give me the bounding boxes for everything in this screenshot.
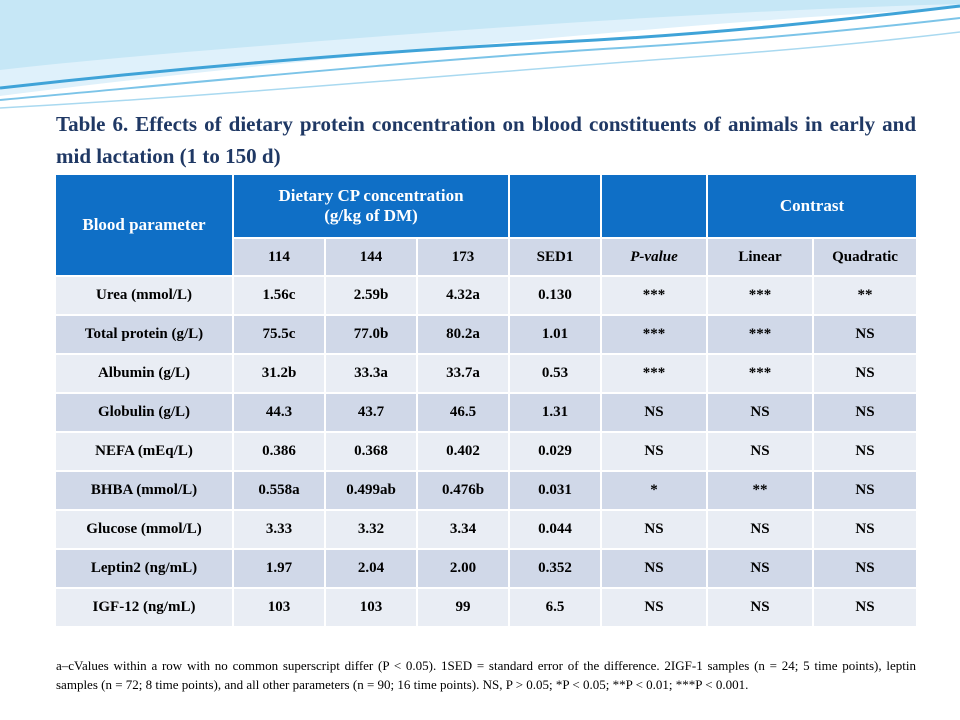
header-blank-2 bbox=[600, 173, 708, 239]
cell-quadratic: NS bbox=[812, 548, 918, 589]
header-dietary-cp: Dietary CP concentration (g/kg of DM) bbox=[232, 173, 510, 239]
cell-linear: NS bbox=[706, 587, 814, 628]
cell-linear: *** bbox=[706, 353, 814, 394]
row-parameter: Glucose (mmol/L) bbox=[54, 509, 234, 550]
cell-114: 31.2b bbox=[232, 353, 326, 394]
header-blood-parameter: Blood parameter bbox=[54, 173, 234, 277]
cell-quadratic: ** bbox=[812, 275, 918, 316]
cell-173: 0.402 bbox=[416, 431, 510, 472]
table-row: Urea (mmol/L) 1.56c 2.59b 4.32a 0.130 **… bbox=[54, 275, 918, 316]
table-row: Leptin2 (ng/mL) 1.97 2.04 2.00 0.352 NS … bbox=[54, 548, 918, 589]
cell-quadratic: NS bbox=[812, 587, 918, 628]
cell-p-value: * bbox=[600, 470, 708, 511]
cell-linear: NS bbox=[706, 509, 814, 550]
row-parameter: Leptin2 (ng/mL) bbox=[54, 548, 234, 589]
cell-quadratic: NS bbox=[812, 314, 918, 355]
cell-144: 3.32 bbox=[324, 509, 418, 550]
row-parameter: IGF-12 (ng/mL) bbox=[54, 587, 234, 628]
cell-sed: 0.53 bbox=[508, 353, 602, 394]
cell-173: 33.7a bbox=[416, 353, 510, 394]
cell-114: 1.56c bbox=[232, 275, 326, 316]
cell-sed: 1.01 bbox=[508, 314, 602, 355]
header-dietary-cp-line1: Dietary CP concentration bbox=[278, 186, 464, 205]
cell-sed: 1.31 bbox=[508, 392, 602, 433]
table-row: Total protein (g/L) 75.5c 77.0b 80.2a 1.… bbox=[54, 314, 918, 355]
table-row: BHBA (mmol/L) 0.558a 0.499ab 0.476b 0.03… bbox=[54, 470, 918, 511]
cell-114: 3.33 bbox=[232, 509, 326, 550]
cell-173: 99 bbox=[416, 587, 510, 628]
table-footnote: a–cValues within a row with no common su… bbox=[56, 658, 916, 692]
cell-173: 46.5 bbox=[416, 392, 510, 433]
cell-144: 0.499ab bbox=[324, 470, 418, 511]
cell-144: 2.04 bbox=[324, 548, 418, 589]
subheader-sed: SED1 bbox=[508, 237, 602, 277]
cell-linear: NS bbox=[706, 548, 814, 589]
cell-p-value: NS bbox=[600, 509, 708, 550]
table-row: Albumin (g/L) 31.2b 33.3a 33.7a 0.53 ***… bbox=[54, 353, 918, 394]
cell-p-value: *** bbox=[600, 275, 708, 316]
cell-sed: 0.130 bbox=[508, 275, 602, 316]
cell-114: 44.3 bbox=[232, 392, 326, 433]
cell-144: 43.7 bbox=[324, 392, 418, 433]
cell-sed: 0.352 bbox=[508, 548, 602, 589]
cell-linear: *** bbox=[706, 275, 814, 316]
slide-title: Table 6. Effects of dietary protein conc… bbox=[56, 112, 916, 168]
cell-linear: ** bbox=[706, 470, 814, 511]
cell-linear: NS bbox=[706, 431, 814, 472]
cell-p-value: NS bbox=[600, 548, 708, 589]
cell-sed: 0.031 bbox=[508, 470, 602, 511]
row-parameter: Urea (mmol/L) bbox=[54, 275, 234, 316]
table-row: Glucose (mmol/L) 3.33 3.32 3.34 0.044 NS… bbox=[54, 509, 918, 550]
table-row: Globulin (g/L) 44.3 43.7 46.5 1.31 NS NS… bbox=[54, 392, 918, 433]
decorative-wave-banner bbox=[0, 0, 960, 109]
cell-p-value: NS bbox=[600, 392, 708, 433]
row-parameter: NEFA (mEq/L) bbox=[54, 431, 234, 472]
row-parameter: BHBA (mmol/L) bbox=[54, 470, 234, 511]
cell-144: 103 bbox=[324, 587, 418, 628]
cell-114: 75.5c bbox=[232, 314, 326, 355]
subheader-173: 173 bbox=[416, 237, 510, 277]
cell-144: 0.368 bbox=[324, 431, 418, 472]
cell-quadratic: NS bbox=[812, 431, 918, 472]
subheader-linear: Linear bbox=[706, 237, 814, 277]
cell-linear: NS bbox=[706, 392, 814, 433]
cell-quadratic: NS bbox=[812, 470, 918, 511]
cell-173: 0.476b bbox=[416, 470, 510, 511]
cell-144: 77.0b bbox=[324, 314, 418, 355]
cell-p-value: NS bbox=[600, 587, 708, 628]
cell-144: 2.59b bbox=[324, 275, 418, 316]
cell-sed: 0.029 bbox=[508, 431, 602, 472]
cell-p-value: NS bbox=[600, 431, 708, 472]
cell-114: 0.558a bbox=[232, 470, 326, 511]
blood-constituents-table: Blood parameter Dietary CP concentration… bbox=[54, 173, 918, 628]
cell-quadratic: NS bbox=[812, 353, 918, 394]
cell-sed: 0.044 bbox=[508, 509, 602, 550]
cell-144: 33.3a bbox=[324, 353, 418, 394]
cell-114: 103 bbox=[232, 587, 326, 628]
row-parameter: Total protein (g/L) bbox=[54, 314, 234, 355]
cell-sed: 6.5 bbox=[508, 587, 602, 628]
cell-p-value: *** bbox=[600, 314, 708, 355]
cell-173: 2.00 bbox=[416, 548, 510, 589]
table-row: IGF-12 (ng/mL) 103 103 99 6.5 NS NS NS bbox=[54, 587, 918, 628]
cell-114: 0.386 bbox=[232, 431, 326, 472]
cell-quadratic: NS bbox=[812, 509, 918, 550]
table-row: NEFA (mEq/L) 0.386 0.368 0.402 0.029 NS … bbox=[54, 431, 918, 472]
header-dietary-cp-line2: (g/kg of DM) bbox=[324, 206, 418, 225]
cell-p-value: *** bbox=[600, 353, 708, 394]
subheader-114: 114 bbox=[232, 237, 326, 277]
subheader-144: 144 bbox=[324, 237, 418, 277]
row-parameter: Albumin (g/L) bbox=[54, 353, 234, 394]
cell-173: 80.2a bbox=[416, 314, 510, 355]
subheader-p-value: P-value bbox=[600, 237, 708, 277]
subheader-quadratic: Quadratic bbox=[812, 237, 918, 277]
cell-173: 4.32a bbox=[416, 275, 510, 316]
header-contrast: Contrast bbox=[706, 173, 918, 239]
cell-linear: *** bbox=[706, 314, 814, 355]
cell-quadratic: NS bbox=[812, 392, 918, 433]
cell-173: 3.34 bbox=[416, 509, 510, 550]
cell-114: 1.97 bbox=[232, 548, 326, 589]
header-blank-1 bbox=[508, 173, 602, 239]
row-parameter: Globulin (g/L) bbox=[54, 392, 234, 433]
